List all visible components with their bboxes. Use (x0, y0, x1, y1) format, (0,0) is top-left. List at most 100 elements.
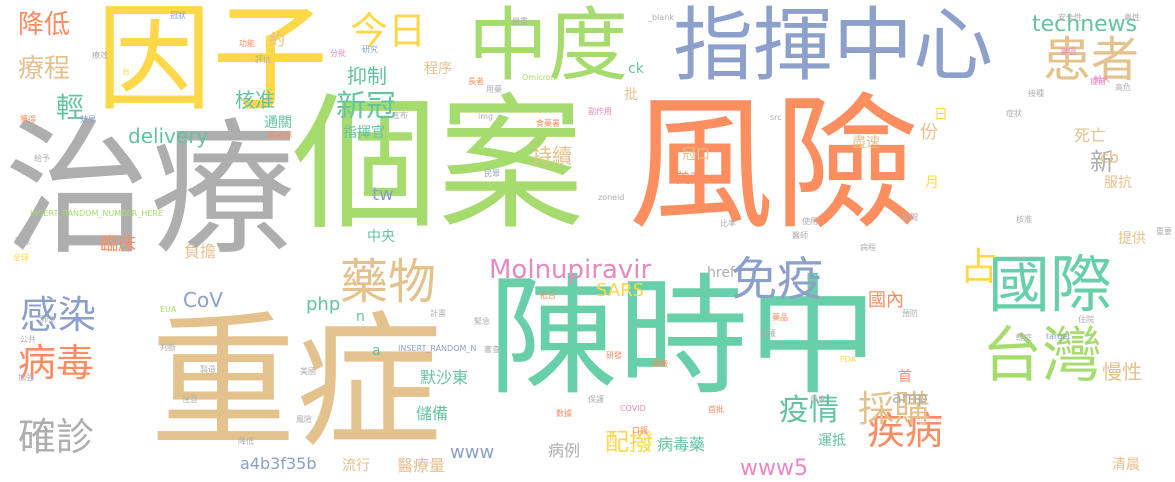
word-jibing: 疾病 (867, 409, 944, 453)
word-zhiliao: 治療 (4, 105, 296, 275)
word-target: target (1046, 332, 1071, 341)
small-word: 降低 (238, 437, 254, 446)
small-word: 功能 (239, 39, 255, 48)
word-php: php (306, 294, 341, 315)
small-word: 美國 (300, 367, 316, 376)
word-quezhen: 確診 (18, 415, 95, 459)
small-word: 研究 (362, 45, 378, 54)
word-yiliaoliang: 醫療量 (397, 456, 446, 475)
small-word: 安全性 (1058, 13, 1082, 22)
small-word: 公共 (20, 335, 36, 344)
word-ck: ck (628, 61, 644, 77)
word-delivery: delivery (128, 124, 209, 148)
word-shou: 首 (898, 369, 912, 385)
word-caigou: 採購 (858, 389, 931, 430)
word-guoji: 國際 (988, 248, 1113, 321)
word-chenshizhong: 陳時中 (488, 261, 879, 413)
word-zhongdu: 中度 (468, 0, 628, 92)
small-word: 給予 (34, 154, 50, 163)
word-qing: 輕 (56, 91, 85, 124)
small-word: 風險 (296, 415, 312, 424)
small-word: 病程 (860, 243, 876, 252)
word-taiwan: 台灣 (982, 321, 1102, 391)
word-meishang: 美商 (676, 171, 704, 187)
word-www: www (450, 442, 495, 463)
word-pi: 批 (624, 87, 638, 103)
word-fengxian: 風險 (628, 80, 920, 250)
word-n: n (356, 309, 365, 325)
word-peibo: 配撥 (605, 428, 653, 456)
word-tonglou: 通關 (264, 115, 292, 131)
word-bingdu: 病毒 (18, 341, 95, 385)
small-word: 期間 (902, 213, 918, 222)
small-word: 重要 (1156, 227, 1172, 236)
word-technews: technews (1032, 12, 1138, 37)
word-sars: SARS (596, 280, 645, 301)
small-word: 食藥署 (536, 119, 560, 128)
small-word: 宣布 (392, 111, 408, 120)
word-covid: COVID (620, 404, 646, 413)
word-bingli: 病例 (548, 441, 581, 460)
small-word: 住院 (1078, 315, 1094, 324)
word-zhongzheng: 重症 (150, 298, 442, 468)
word-monshadong: 默沙東 (420, 368, 469, 387)
word-fuzhu: 負擔 (184, 242, 217, 261)
word-fda: FDA (840, 355, 857, 364)
word-guonei: 國內 (868, 290, 904, 311)
small-word: 冠狀 (170, 11, 186, 20)
small-word: 數據 (556, 409, 572, 418)
small-word: 輕症 (1016, 333, 1032, 342)
word-liaocheng: 療程 (18, 54, 71, 84)
word-siwang: 死亡 (1074, 126, 1107, 145)
word-mianyi: 免疫 (731, 252, 823, 306)
word-a: a (372, 343, 381, 359)
word-yue: 約 (269, 30, 286, 49)
small-word: 緊急 (474, 317, 490, 326)
word-liuxing: 流行 (342, 458, 370, 474)
word-chengxu: 程序 (424, 61, 452, 77)
small-word: 分批 (330, 49, 346, 58)
small-word: 核准 (1016, 215, 1032, 224)
small-word: 專家 (810, 395, 826, 404)
small-word: 長者 (468, 77, 484, 86)
word-jiangdi: 降低 (18, 10, 71, 40)
word-insert1: INSERT_RANDOM_NUMBER_HERE (30, 209, 163, 218)
word-insert2: INSERT_RANDOM_N (398, 344, 477, 353)
small-word: 醫師 (792, 231, 808, 240)
word-linchuang: 臨床 (100, 234, 136, 255)
small-word: 衛福部 (268, 131, 292, 140)
word-tw: tw (372, 184, 394, 205)
word-molnupiravir: Molnupiravir (489, 255, 652, 285)
word-zhihuiguan: 指揮官 (343, 125, 385, 141)
small-word: 首批 (708, 405, 724, 414)
small-word: 口服 (632, 426, 648, 435)
word-mansheng: 慢性 (1102, 360, 1142, 384)
small-word: 全球 (13, 253, 29, 262)
word-yue2: 月 (925, 175, 939, 191)
small-word: 輸入 (1094, 75, 1110, 84)
word-src: src (770, 113, 782, 122)
word-fukang: 服抗 (1104, 175, 1132, 191)
small-word: 使用 (802, 217, 818, 226)
word-jinri: 今日 (350, 9, 427, 53)
word-cb: cb (1100, 148, 1119, 167)
word-yizhi: 抑制 (347, 64, 387, 88)
word-img: img (478, 112, 494, 121)
small-word: 預防 (902, 309, 918, 318)
small-word: 抵台 (540, 291, 556, 300)
small-word: 嚴重 (512, 17, 528, 26)
word-xin: 新 (1090, 148, 1114, 176)
small-word: 比率 (720, 219, 736, 228)
small-word: 毒性 (1124, 13, 1140, 22)
small-word: 高危 (1115, 83, 1131, 92)
word-amp: amp (892, 388, 928, 407)
word-guankou: 冠口 (682, 147, 710, 163)
small-word: 副作用 (588, 107, 612, 116)
small-word: 事項 (1060, 47, 1076, 56)
word-qingchen: 清晨 (1112, 457, 1140, 473)
word-ri: 日 (934, 107, 948, 123)
word-eua: EUA (160, 305, 177, 314)
word-zhihuizhongxin: 指揮中心 (673, 0, 993, 92)
small-word: 保護 (588, 395, 604, 404)
